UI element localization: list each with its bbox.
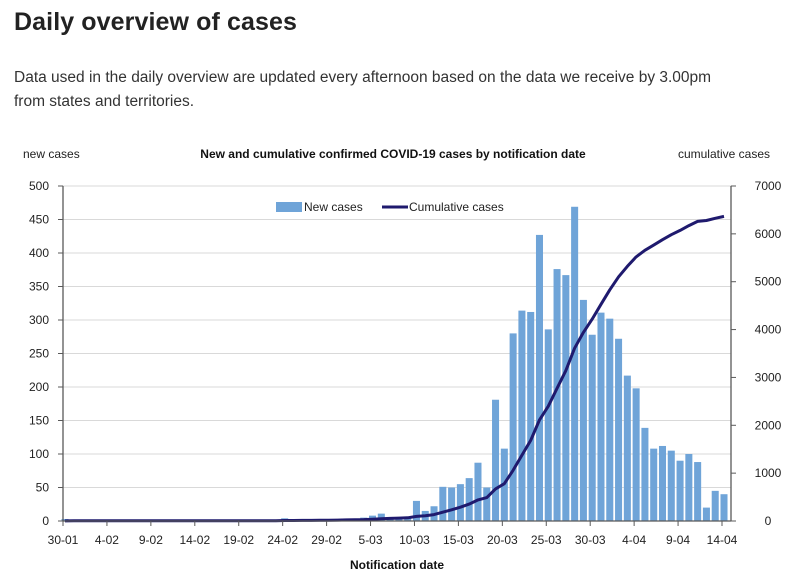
left-axis-label: new cases (23, 147, 80, 161)
x-tick-label: 29-02 (311, 533, 342, 547)
bar-31-03 (597, 312, 605, 521)
bar-27-03 (562, 275, 570, 521)
right-axis-label: cumulative cases (678, 147, 770, 161)
right-tick-label: 3000 (755, 370, 782, 384)
bar-3-04 (623, 375, 631, 521)
x-tick-label: 9-04 (666, 533, 690, 547)
legend: New cases Cumulative cases (276, 200, 504, 214)
x-tick-label: 24-02 (267, 533, 298, 547)
x-tick-label: 25-03 (531, 533, 562, 547)
x-tick-label: 30-03 (575, 533, 606, 547)
axes: 0501001502002503003504004505000100020003… (29, 179, 782, 547)
left-tick-label: 250 (29, 347, 49, 361)
x-axis-title: Notification date (350, 558, 444, 572)
bar-24-03 (535, 234, 543, 521)
left-tick-label: 500 (29, 179, 49, 193)
x-tick-label: 9-02 (139, 533, 163, 547)
legend-label-cumulative-cases: Cumulative cases (409, 200, 504, 214)
bar-26-03 (553, 269, 561, 521)
x-tick-label: 19-02 (223, 533, 254, 547)
right-tick-label: 6000 (755, 227, 782, 241)
left-tick-label: 300 (29, 313, 49, 327)
x-tick-label: 5-03 (359, 533, 383, 547)
left-tick-label: 100 (29, 447, 49, 461)
bar-21-03 (509, 333, 517, 521)
bar-8-04 (667, 450, 675, 521)
right-tick-label: 7000 (755, 179, 782, 193)
right-tick-label: 5000 (755, 275, 782, 289)
bar-10-04 (685, 454, 693, 521)
bar-14-03 (448, 487, 456, 521)
bar-13-04 (711, 490, 719, 521)
bars-series (61, 206, 728, 521)
bar-28-03 (571, 206, 579, 521)
left-tick-label: 400 (29, 246, 49, 260)
left-tick-label: 150 (29, 414, 49, 428)
right-tick-label: 0 (765, 514, 772, 528)
bar-14-04 (720, 494, 728, 521)
x-tick-label: 20-03 (487, 533, 518, 547)
x-tick-label: 15-03 (443, 533, 474, 547)
x-tick-label: 4-02 (95, 533, 119, 547)
bar-9-04 (676, 460, 684, 521)
bar-10-03 (412, 500, 420, 521)
right-tick-label: 2000 (755, 418, 782, 432)
bar-11-04 (694, 462, 702, 521)
bar-1-04 (606, 318, 614, 521)
bar-7-04 (658, 445, 667, 521)
right-tick-label: 1000 (755, 466, 782, 480)
bar-23-03 (527, 311, 535, 521)
legend-label-new-cases: New cases (304, 200, 363, 214)
left-tick-label: 450 (29, 213, 49, 227)
bar-15-03 (456, 484, 464, 521)
x-tick-label: 30-01 (48, 533, 79, 547)
bar-25-03 (544, 329, 552, 521)
intro-paragraph: Data used in the daily overview are upda… (14, 69, 712, 110)
bar-6-04 (650, 448, 658, 521)
x-tick-label: 4-04 (622, 533, 646, 547)
bar-29-03 (579, 299, 587, 521)
bar-22-03 (518, 310, 526, 521)
x-tick-label: 14-02 (179, 533, 210, 547)
bar-30-03 (588, 334, 596, 521)
bar-17-03 (474, 462, 482, 521)
bar-19-03 (492, 399, 500, 521)
bar-2-04 (615, 338, 623, 521)
bar-5-04 (641, 427, 649, 521)
x-tick-label: 14-04 (707, 533, 738, 547)
bar-18-03 (483, 487, 491, 521)
bar-4-04 (632, 388, 640, 521)
bar-12-04 (702, 507, 710, 521)
page-title: Daily overview of cases (14, 8, 298, 36)
x-tick-label: 10-03 (399, 533, 430, 547)
bar-13-03 (439, 486, 447, 521)
chart-title: New and cumulative confirmed COVID-19 ca… (200, 147, 586, 161)
left-tick-label: 350 (29, 280, 49, 294)
left-tick-label: 0 (42, 514, 49, 528)
right-tick-label: 4000 (755, 323, 782, 337)
legend-swatch-new-cases (276, 202, 302, 212)
bar-16-03 (465, 478, 473, 521)
left-tick-label: 200 (29, 380, 49, 394)
left-tick-label: 50 (36, 481, 50, 495)
